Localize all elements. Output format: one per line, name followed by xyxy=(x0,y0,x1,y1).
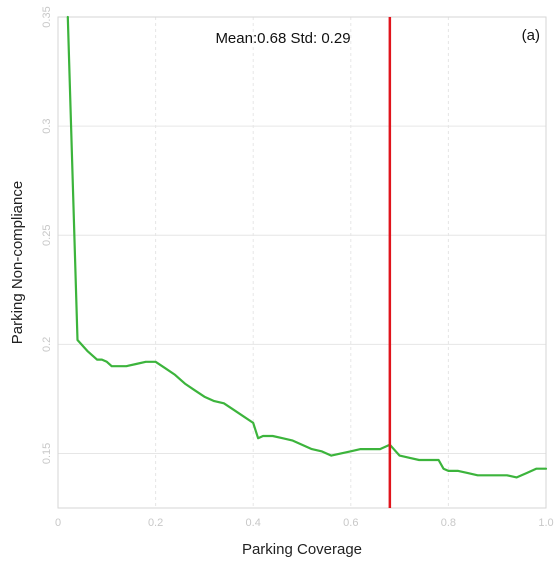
x-axis-title: Parking Coverage xyxy=(242,541,362,558)
x-tick-label: 0 xyxy=(55,517,61,529)
x-tick-label: 0.6 xyxy=(343,517,358,529)
plot-frame xyxy=(57,16,547,509)
x-tick-label: 0.8 xyxy=(441,517,456,529)
x-tick-label: 1.0 xyxy=(538,517,553,529)
y-tick-label: 0.15 xyxy=(41,443,53,464)
y-tick-label: 0.2 xyxy=(41,337,53,352)
x-tick-label: 0.4 xyxy=(246,517,261,529)
y-axis-title: Parking Non-compliance xyxy=(9,181,26,344)
tick-labels: 0 0.2 0.4 0.6 0.8 1.0 0.15 0.2 0.25 0.3 0.35 xyxy=(41,6,554,529)
mean-std-annotation: Mean:0.68 Std: 0.29 xyxy=(215,30,350,47)
series-line xyxy=(66,15,548,479)
y-tick-label: 0.3 xyxy=(41,118,53,133)
grid xyxy=(58,16,546,508)
x-tick-label: 0.2 xyxy=(148,517,163,529)
y-tick-label: 0.35 xyxy=(41,6,53,27)
panel-label: (a) xyxy=(522,27,540,44)
y-tick-label: 0.25 xyxy=(41,225,53,246)
